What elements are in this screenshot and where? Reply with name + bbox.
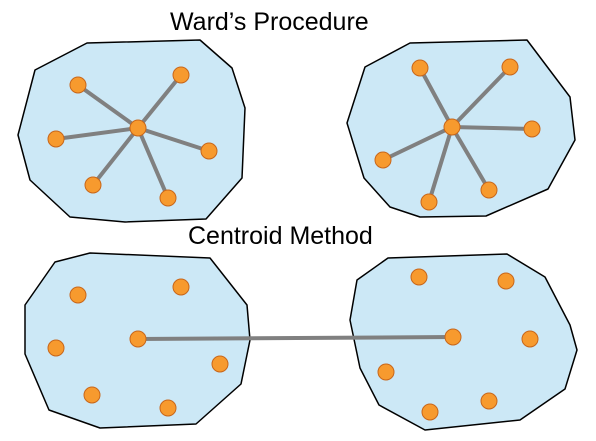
ward-cluster-left-link-1	[76, 83, 140, 130]
centroid-cluster-right-point-4	[377, 363, 395, 381]
ward-cluster-right-point-2	[501, 58, 519, 76]
ward-cluster-left-point-6	[159, 189, 177, 207]
centroid-cluster-left-center-point	[129, 330, 147, 348]
centroid-method-title: Centroid Method	[188, 222, 373, 250]
ward-cluster-right-point-5	[480, 181, 498, 199]
ward-cluster-left-link-3	[54, 126, 140, 141]
ward-cluster-left-point-2	[172, 66, 190, 84]
centroid-cluster-right-point-5	[480, 392, 498, 410]
centroid-cluster-right-point-1	[410, 268, 428, 286]
centroid-cluster-right-point-3	[521, 330, 539, 348]
ward-cluster-right-link-2	[450, 65, 512, 129]
centroid-cluster-left-point-4	[211, 355, 229, 373]
ward-cluster-left-point-1	[69, 76, 87, 94]
ward-cluster-left-link-6	[136, 126, 170, 200]
points-layer	[47, 58, 541, 421]
ward-cluster-right-link-4	[381, 125, 454, 162]
centroid-cluster-right-center-point	[444, 328, 462, 346]
links-layer	[54, 65, 534, 341]
ward-cluster-left-link-2	[136, 73, 183, 130]
centroid-cluster-right-point-6	[421, 403, 439, 421]
ward-cluster-left-point-3	[47, 130, 65, 148]
ward-cluster-right-point-6	[420, 193, 438, 211]
centroid-cluster-right-point-2	[497, 272, 515, 290]
ward-cluster-right-center-point	[443, 118, 461, 136]
ward-cluster-right-point-1	[411, 59, 429, 77]
ward-cluster-right-link-3	[450, 125, 534, 131]
centroid-cluster-right-region	[349, 253, 578, 431]
centroid-cluster-left-point-1	[69, 286, 87, 304]
centroid-cluster-left-point-2	[172, 278, 190, 296]
ward-cluster-left-point-5	[84, 176, 102, 194]
ward-cluster-left-center-point	[129, 119, 147, 137]
wards-procedure-title: Ward’s Procedure	[170, 8, 369, 36]
ward-cluster-right-point-3	[523, 120, 541, 138]
centroid-cluster-left-point-5	[83, 386, 101, 404]
centroid-distance-link	[136, 335, 455, 341]
ward-cluster-right-link-1	[418, 66, 454, 129]
ward-cluster-right-link-5	[450, 125, 491, 192]
ward-cluster-right-point-4	[374, 151, 392, 169]
ward-cluster-left-point-4	[200, 142, 218, 160]
ward-cluster-left-link-4	[136, 126, 211, 153]
ward-cluster-left-link-5	[91, 126, 140, 187]
centroid-cluster-left-point-6	[159, 399, 177, 417]
centroid-cluster-left-point-3	[47, 339, 65, 357]
ward-cluster-right-link-6	[427, 125, 454, 204]
